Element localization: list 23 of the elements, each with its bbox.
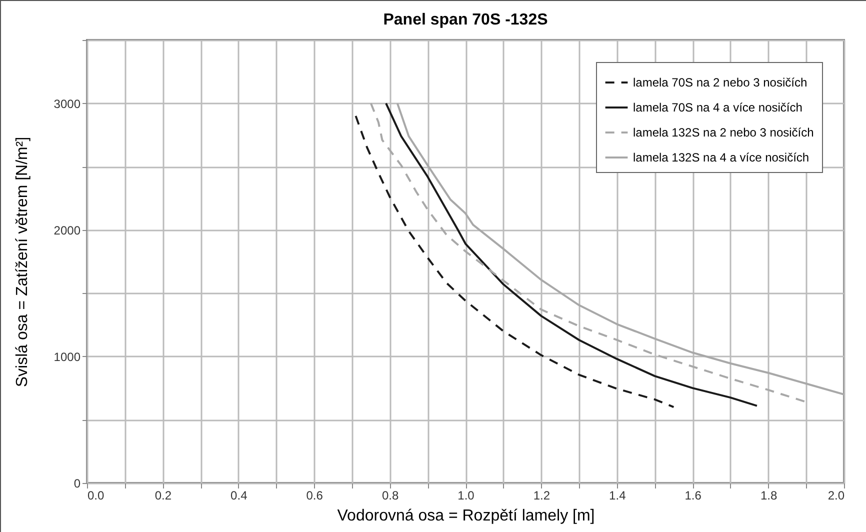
y-axis-title: Svislá osa = Zatížení větrem [N/m²] — [14, 136, 31, 388]
x-tick-label: 0.6 — [306, 488, 324, 502]
legend-label: lamela 70S na 4 a více nosičích — [633, 100, 802, 114]
y-tick-label: 3000 — [54, 96, 81, 111]
x-tick-label: 0.0 — [88, 488, 105, 502]
x-tick-label: 1.0 — [458, 488, 475, 502]
x-tick-label: 1.8 — [760, 488, 778, 502]
x-tick-label: 0.2 — [154, 488, 172, 502]
x-tick-label: 1.4 — [609, 488, 626, 502]
chart-title: Panel span 70S -132S — [383, 12, 548, 28]
x-tick-label: 0.4 — [230, 488, 248, 502]
y-tick-label: 1000 — [54, 350, 81, 364]
line-series — [396, 102, 844, 396]
legend-label: lamela 132S na 4 a více nosičích — [633, 150, 810, 164]
x-tick-label: 2.0 — [828, 488, 845, 502]
x-axis-title: Vodorovná osa = Rozpětí lamely [m] — [337, 508, 595, 524]
y-tick-label: 2000 — [54, 223, 81, 238]
x-tick-label: 0.8 — [382, 488, 399, 502]
x-tick-label: 1.2 — [533, 488, 550, 502]
legend-label: lamela 132S na 2 nebo 3 nosičích — [633, 126, 814, 140]
legend-label: lamela 70S na 2 nebo 3 nosičích — [633, 76, 808, 90]
y-tick-label: 0 — [74, 476, 81, 490]
x-tick-label: 1.6 — [684, 488, 702, 502]
